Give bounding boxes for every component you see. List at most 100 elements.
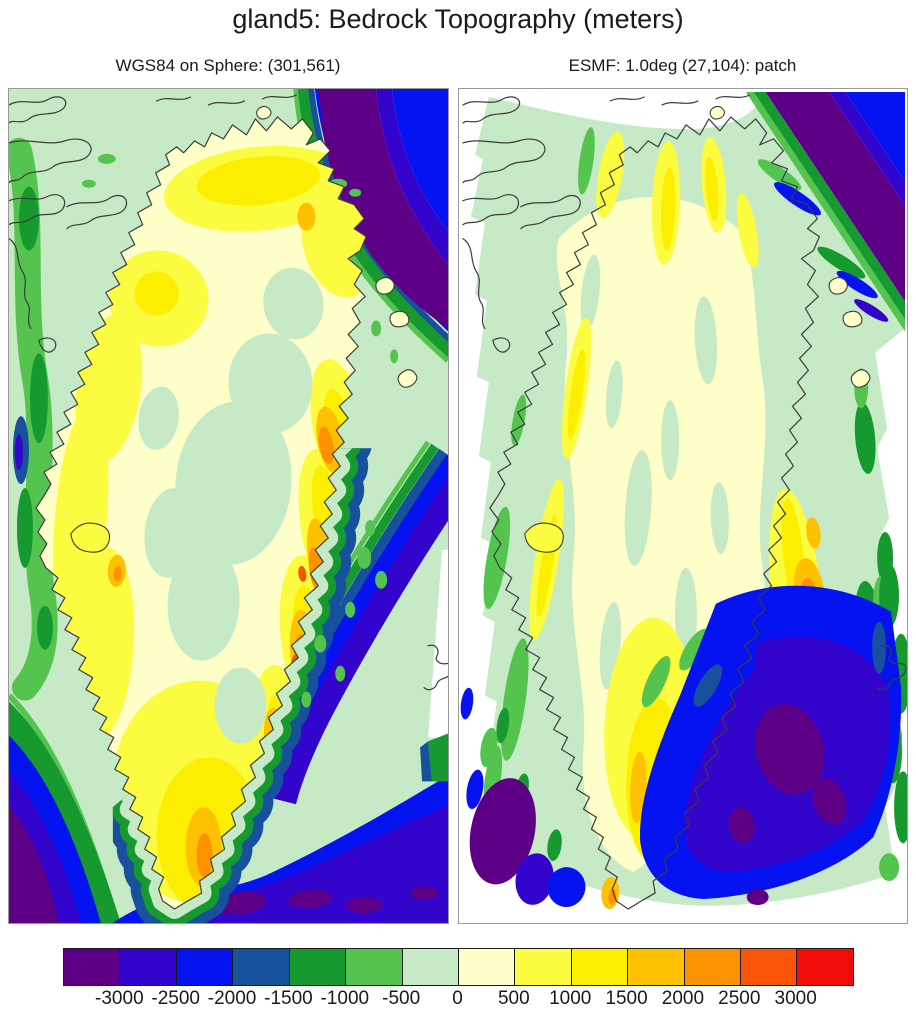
no-data-strip	[420, 549, 448, 782]
colorbar-cell-10	[627, 949, 684, 985]
map-shape	[705, 156, 719, 221]
map-shape	[879, 853, 900, 882]
page-title: gland5: Bedrock Topography (meters)	[232, 4, 684, 34]
map-shape	[854, 299, 889, 322]
iceland-coastline	[423, 644, 448, 691]
map-shape	[318, 426, 334, 464]
southwest-deep-ocean	[9, 693, 121, 923]
colorbar-cell-4	[288, 949, 346, 985]
map-shape	[36, 605, 53, 650]
map-shape	[746, 889, 769, 906]
map-shape	[16, 488, 33, 568]
esmf-map-svg	[459, 89, 907, 923]
colorbar-tick-label: 3000	[774, 988, 817, 1009]
west-ocean-band	[9, 137, 58, 701]
map-shape	[18, 186, 39, 251]
map-shape	[29, 353, 48, 444]
map-shape	[392, 89, 448, 231]
map-shape	[894, 771, 907, 844]
colorbar-cell-8	[514, 949, 571, 985]
map-shape	[410, 886, 439, 901]
map-shape	[196, 156, 321, 206]
map-shape	[836, 270, 878, 299]
map-shape	[679, 628, 709, 671]
map-shape	[38, 337, 57, 353]
map-shape	[460, 687, 474, 720]
colorbar-tick-label: 2000	[661, 988, 705, 1009]
colorbar-tick-label: 500	[497, 988, 530, 1009]
map-shape	[14, 434, 23, 471]
map-shape	[144, 488, 197, 578]
colorbar-cell-0	[64, 949, 120, 985]
map-shape	[9, 805, 59, 923]
map-shape	[630, 751, 647, 824]
colorbar-cell-6	[401, 949, 458, 985]
map-shape	[753, 91, 906, 320]
map-shape	[81, 179, 96, 188]
coastline-overlay	[9, 94, 448, 910]
map-shape	[605, 360, 623, 429]
map-shape	[397, 369, 418, 388]
map-shape	[357, 546, 372, 569]
map-shape	[757, 159, 802, 191]
colorbar-tick-label: 2500	[718, 988, 761, 1009]
map-shape	[167, 544, 240, 661]
map-shape	[228, 333, 313, 434]
colorbar-cell-1	[119, 949, 176, 985]
map-shape	[263, 267, 324, 340]
map-shape	[349, 188, 362, 197]
map-shape	[196, 833, 213, 878]
map-shape	[806, 517, 821, 549]
left-panel-title: WGS84 on Sphere: (301,561)	[115, 56, 341, 75]
map-shape	[389, 310, 410, 328]
map-shape	[297, 202, 316, 231]
map-shape	[469, 778, 536, 885]
map-shape	[314, 634, 327, 653]
colorbar-cell-12	[740, 949, 797, 985]
map-shape	[301, 691, 312, 708]
map-shape	[298, 565, 307, 582]
map-shape	[345, 601, 356, 618]
map-shape	[428, 549, 448, 738]
map-shape	[346, 897, 383, 914]
colorbar-tick-label: -2000	[207, 988, 257, 1009]
map-shape	[158, 805, 448, 923]
map-shape	[812, 778, 847, 825]
map-shape	[66, 194, 128, 230]
map-shape	[301, 189, 367, 298]
southwest-deep-cluster	[466, 727, 586, 908]
map-shape	[214, 667, 267, 744]
map-shape	[256, 105, 272, 120]
map-shape	[480, 727, 498, 768]
map-shape	[156, 94, 297, 106]
map-shape	[693, 664, 723, 707]
map-shape	[515, 853, 554, 905]
map-shape	[390, 349, 399, 364]
colorbar-cell-9	[570, 949, 628, 985]
map-shape	[134, 271, 179, 316]
colorbar-tick-label: 1000	[549, 988, 592, 1009]
colorbar-tick-label: 0	[452, 988, 463, 1009]
colorbar-cell-3	[232, 949, 289, 985]
map-shape	[375, 570, 388, 589]
map-shape	[9, 96, 67, 124]
map-shape	[9, 138, 92, 184]
map-shape	[73, 548, 135, 738]
map-shape	[580, 254, 601, 331]
map-shape	[736, 193, 759, 269]
offshore-islands	[70, 105, 418, 553]
map-shape	[754, 704, 825, 795]
map-shape	[817, 246, 866, 279]
southeast-deep-mass	[640, 563, 907, 906]
map-shape	[694, 296, 718, 385]
colorbar-tick-label: -2500	[151, 988, 201, 1009]
map-shape	[854, 402, 876, 474]
colorbar-tick-label: -1000	[320, 988, 370, 1009]
map-shape	[608, 889, 617, 906]
map-shape	[578, 127, 595, 195]
map-shape	[483, 506, 511, 609]
map-shape	[624, 450, 652, 566]
colorbar-cell-2	[175, 949, 233, 985]
map-shape	[728, 807, 755, 844]
map-shape	[138, 386, 179, 450]
